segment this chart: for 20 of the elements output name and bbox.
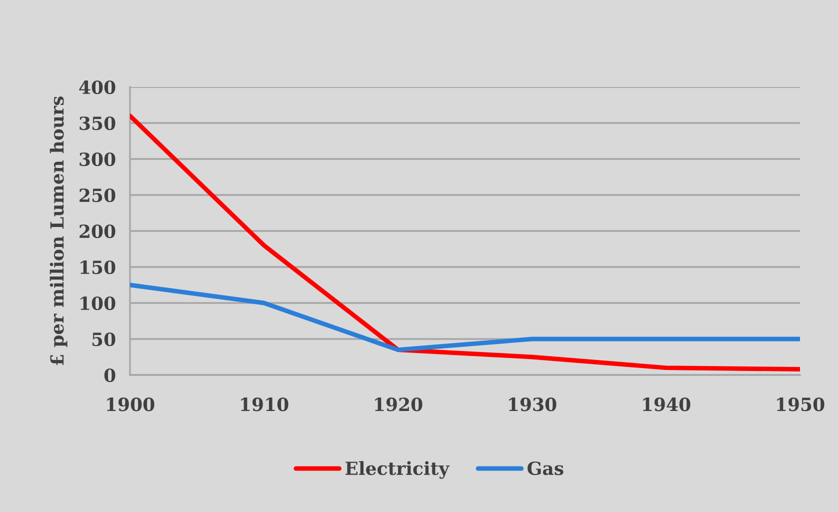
line-series <box>130 282 800 352</box>
legend-label: Gas <box>528 461 564 476</box>
legend-label: Electricity <box>346 461 450 479</box>
y-tick-label: 150 <box>80 260 116 274</box>
x-tick-label: 1920 <box>375 398 422 412</box>
x-tick-label: 1910 <box>241 398 288 412</box>
y-tick-label: 300 <box>80 152 116 166</box>
y-tick-label: 0 <box>104 368 116 382</box>
y-tick-label: 200 <box>80 224 116 238</box>
y-tick-label: 400 <box>79 80 116 94</box>
x-tick-label: 1900 <box>107 398 154 412</box>
y-tick-label: 50 <box>92 332 116 346</box>
line-series <box>130 114 800 372</box>
y-tick-label: 350 <box>80 116 116 130</box>
y-tick-label: 100 <box>80 296 116 310</box>
y-axis-title: £ per million Lumen hours <box>50 96 68 365</box>
x-tick-label: 1930 <box>509 398 556 412</box>
x-tick-label: 1940 <box>643 398 690 412</box>
x-tick-label: 1950 <box>777 398 824 412</box>
y-tick-label: 250 <box>80 188 116 202</box>
